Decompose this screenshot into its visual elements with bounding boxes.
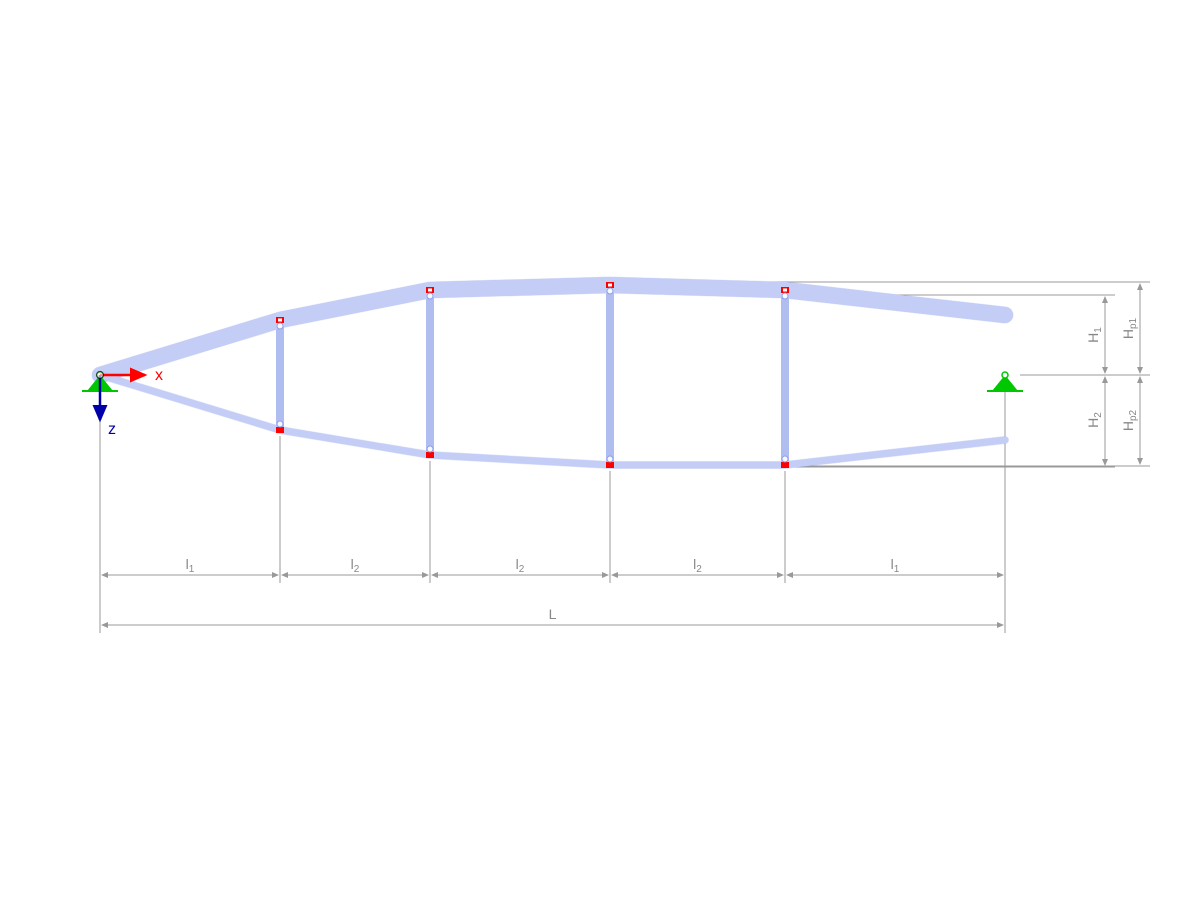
dim-label-l2: l2 <box>516 556 525 575</box>
dim-label-Hp2: Hp2 <box>1120 409 1139 431</box>
truss-structure: xz <box>82 282 1023 468</box>
dim-label-H2: H2 <box>1085 412 1104 428</box>
dim-label-H1: H1 <box>1085 327 1104 343</box>
axis-x-label: x <box>155 367 163 384</box>
dim-label-l2: l2 <box>351 556 360 575</box>
truss-diagram: l1l2l2l2l1LH1H2Hp1Hp2xz <box>0 0 1200 900</box>
dim-label-l2: l2 <box>693 556 702 575</box>
dim-label-Hp1: Hp1 <box>1120 317 1139 339</box>
axis-z-label: z <box>108 421 116 438</box>
dim-label-l1: l1 <box>186 556 195 575</box>
dim-label-l1: l1 <box>891 556 900 575</box>
support-pinned <box>987 372 1023 391</box>
dim-label-L: L <box>549 606 557 622</box>
